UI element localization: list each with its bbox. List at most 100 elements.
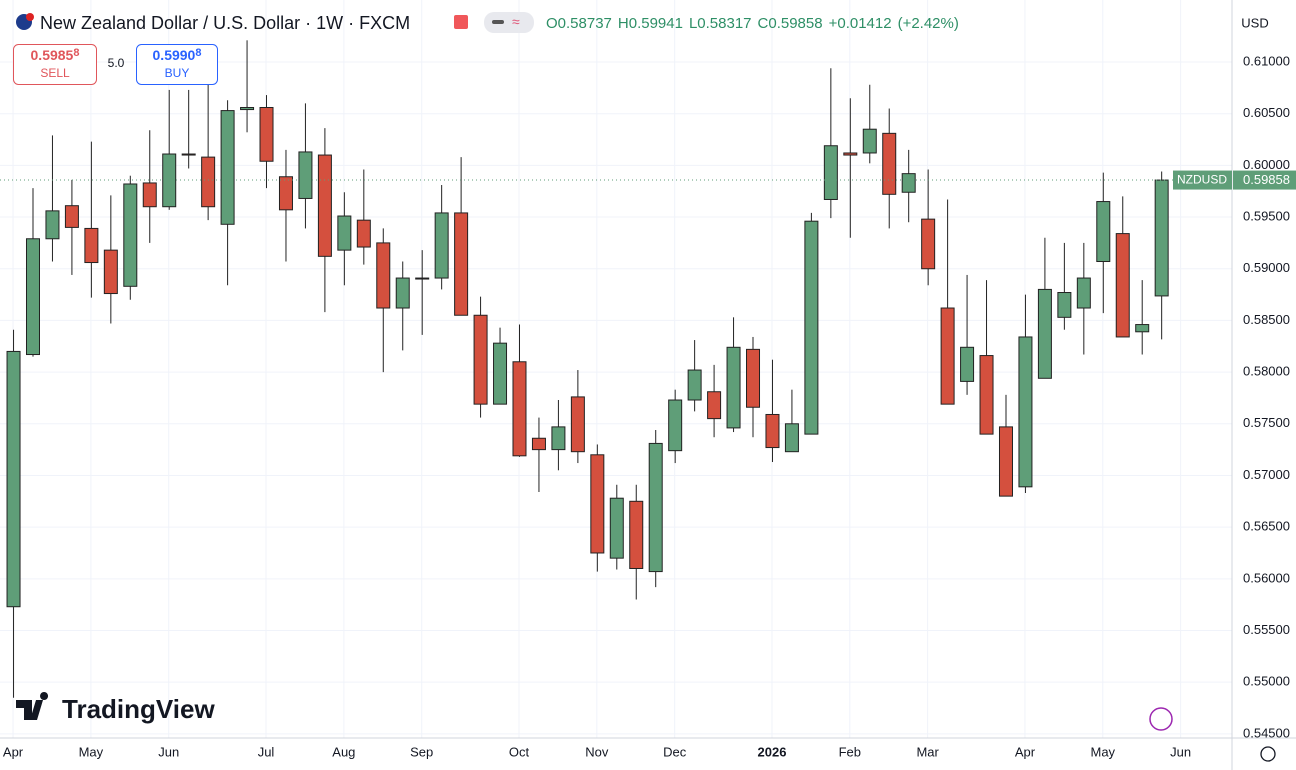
candle-body bbox=[590, 454, 605, 554]
settings-icon[interactable] bbox=[1260, 746, 1276, 762]
candle-body bbox=[629, 500, 644, 569]
x-tick-label: May bbox=[1091, 744, 1116, 759]
y-tick-label: 0.59000 bbox=[1243, 260, 1290, 275]
y-tick-label: 0.58500 bbox=[1243, 312, 1290, 327]
sell-price-pip: 8 bbox=[73, 47, 79, 59]
candle-body bbox=[998, 426, 1013, 497]
logo-mark bbox=[16, 692, 49, 720]
y-tick-label: 0.55500 bbox=[1243, 622, 1290, 637]
candle-body bbox=[240, 106, 255, 111]
axes: 0.54500 0.55000 0.55500 0.56000 0.56500 0.570… bbox=[3, 53, 1296, 759]
candle-body bbox=[1096, 201, 1111, 263]
pill-icon-wave: ≈ bbox=[512, 14, 520, 30]
candle-body bbox=[317, 154, 332, 257]
candle-body bbox=[901, 173, 916, 193]
candle-body bbox=[376, 242, 391, 309]
candle-body bbox=[882, 132, 897, 195]
candle-body bbox=[25, 238, 40, 356]
candle-body bbox=[1076, 277, 1091, 309]
x-tick-label: Apr bbox=[1015, 744, 1036, 759]
y-tick-label: 0.56500 bbox=[1243, 519, 1290, 534]
symbol-tag bbox=[1173, 170, 1232, 190]
ohlc-legend: O0.58737 H0.59941 L0.58317 C0.59858 +0.01412… bbox=[546, 15, 959, 32]
x-tick-label: Dec bbox=[663, 744, 687, 759]
candle-body bbox=[648, 442, 663, 573]
candle-body bbox=[434, 212, 449, 279]
x-tick-label: Feb bbox=[839, 744, 861, 759]
y-tick-label: 0.54500 bbox=[1243, 725, 1290, 740]
y-tick-label: 0.60000 bbox=[1243, 157, 1290, 172]
candle-body bbox=[570, 396, 585, 453]
y-tick-label: 0.61000 bbox=[1243, 53, 1290, 68]
flag-icon-badge bbox=[26, 13, 34, 21]
candle-body bbox=[1018, 336, 1033, 488]
x-tick-label: Jun bbox=[1170, 744, 1191, 759]
candle-body bbox=[473, 314, 488, 405]
x-tick-label: Jun bbox=[158, 744, 179, 759]
y-tick-label: 0.57000 bbox=[1243, 467, 1290, 482]
buy-price-main: 0.5990 bbox=[153, 47, 196, 63]
sell-price: 0.59858 bbox=[31, 47, 80, 63]
candle-body bbox=[979, 355, 994, 435]
candle-body bbox=[454, 212, 469, 316]
candle-body bbox=[356, 219, 371, 248]
candles bbox=[0, 40, 1232, 698]
last-price-label: 0.59858 bbox=[1243, 172, 1290, 187]
candle-body bbox=[181, 153, 196, 156]
candle-body bbox=[960, 346, 975, 382]
y-tick-label: 0.60500 bbox=[1243, 105, 1290, 120]
candle-body bbox=[123, 183, 138, 287]
ohlc-low: L0.58317 bbox=[689, 15, 752, 32]
candle-body bbox=[220, 110, 235, 225]
change-percent: (+2.42%) bbox=[898, 15, 959, 32]
chart-title: New Zealand Dollar / U.S. Dollar · 1W · … bbox=[40, 13, 410, 33]
candle-body bbox=[84, 227, 99, 264]
x-tick-label: Jul bbox=[258, 744, 275, 759]
indicator-pill[interactable] bbox=[484, 12, 534, 33]
candle-body bbox=[823, 145, 838, 200]
candle-body bbox=[804, 220, 819, 435]
x-tick-label: Aug bbox=[332, 744, 355, 759]
currency[interactable]: USD bbox=[1241, 15, 1268, 30]
ohlc-high: H0.59941 bbox=[618, 15, 683, 32]
candle-body bbox=[278, 176, 293, 211]
candle-body bbox=[493, 342, 508, 405]
candle-body bbox=[921, 218, 936, 270]
sell-button[interactable] bbox=[13, 44, 97, 85]
x-tick-label: May bbox=[79, 744, 104, 759]
candle-body bbox=[784, 423, 799, 453]
change: +0.01412 bbox=[829, 15, 892, 32]
sell-label: SELL bbox=[40, 66, 70, 80]
candle-body bbox=[531, 437, 546, 451]
candle-body bbox=[1057, 292, 1072, 318]
candle-body bbox=[201, 156, 216, 208]
ohlc-open: O0.58737 bbox=[546, 15, 612, 32]
logo-text: TradingView bbox=[62, 694, 215, 724]
buy-button[interactable] bbox=[136, 44, 218, 85]
candle-body bbox=[337, 215, 352, 251]
candle-body bbox=[298, 151, 313, 199]
candle-body bbox=[259, 106, 274, 162]
spread: 5.0 bbox=[108, 56, 125, 70]
y-tick-label: 0.56000 bbox=[1243, 570, 1290, 585]
ohlc-close: C0.59858 bbox=[758, 15, 823, 32]
last-price-tag bbox=[1233, 170, 1296, 190]
x-tick-label: 2026 bbox=[758, 744, 787, 759]
pill-icon bbox=[492, 20, 504, 24]
buy-price: 0.59908 bbox=[153, 47, 202, 63]
candle-body bbox=[1154, 179, 1169, 297]
candle-body bbox=[940, 307, 955, 405]
sell-price-main: 0.5985 bbox=[31, 47, 74, 63]
candle-body bbox=[765, 413, 780, 449]
candle-body bbox=[45, 210, 60, 240]
buy-price-pip: 8 bbox=[195, 47, 201, 59]
buy-label: BUY bbox=[165, 66, 190, 80]
symbol-tag-label: NZDUSD bbox=[1177, 173, 1227, 187]
lightning-icon[interactable] bbox=[1149, 707, 1173, 731]
alert-icon[interactable] bbox=[454, 15, 468, 29]
y-tick-label: 0.57500 bbox=[1243, 415, 1290, 430]
candle-body bbox=[862, 128, 877, 154]
candle-body bbox=[609, 497, 624, 559]
candle-body bbox=[64, 205, 79, 228]
